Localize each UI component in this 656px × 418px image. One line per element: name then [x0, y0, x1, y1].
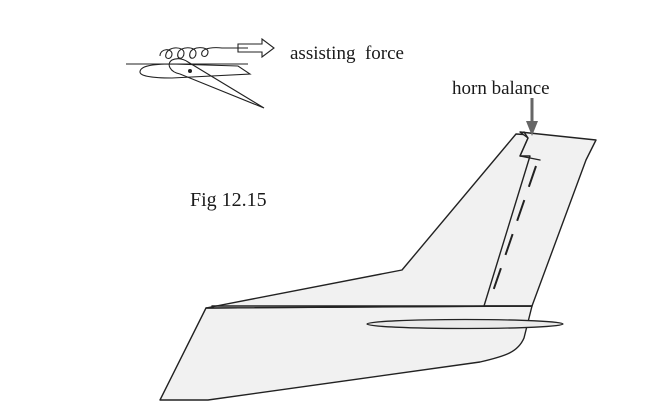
assisting-force-arrow [237, 37, 275, 59]
horn-balance-pointer [526, 98, 538, 136]
horn-balance-notch [519, 131, 541, 161]
hinge-point [188, 69, 192, 73]
vertical-tail: horn balance [159, 78, 597, 401]
hinge-line [489, 165, 537, 301]
fuselage-skin [159, 305, 533, 401]
horizontal-stabilizer [366, 318, 564, 330]
airfoil-section-inset: assisting force [126, 37, 404, 109]
control-surface-section [168, 58, 265, 109]
airfoil-fixed-section [139, 63, 252, 79]
assisting-force-label: assisting force [290, 43, 404, 64]
airflow-swirl [159, 47, 248, 60]
horn-balance-label: horn balance [452, 78, 550, 99]
figure-caption: Fig 12.15 [190, 189, 267, 211]
